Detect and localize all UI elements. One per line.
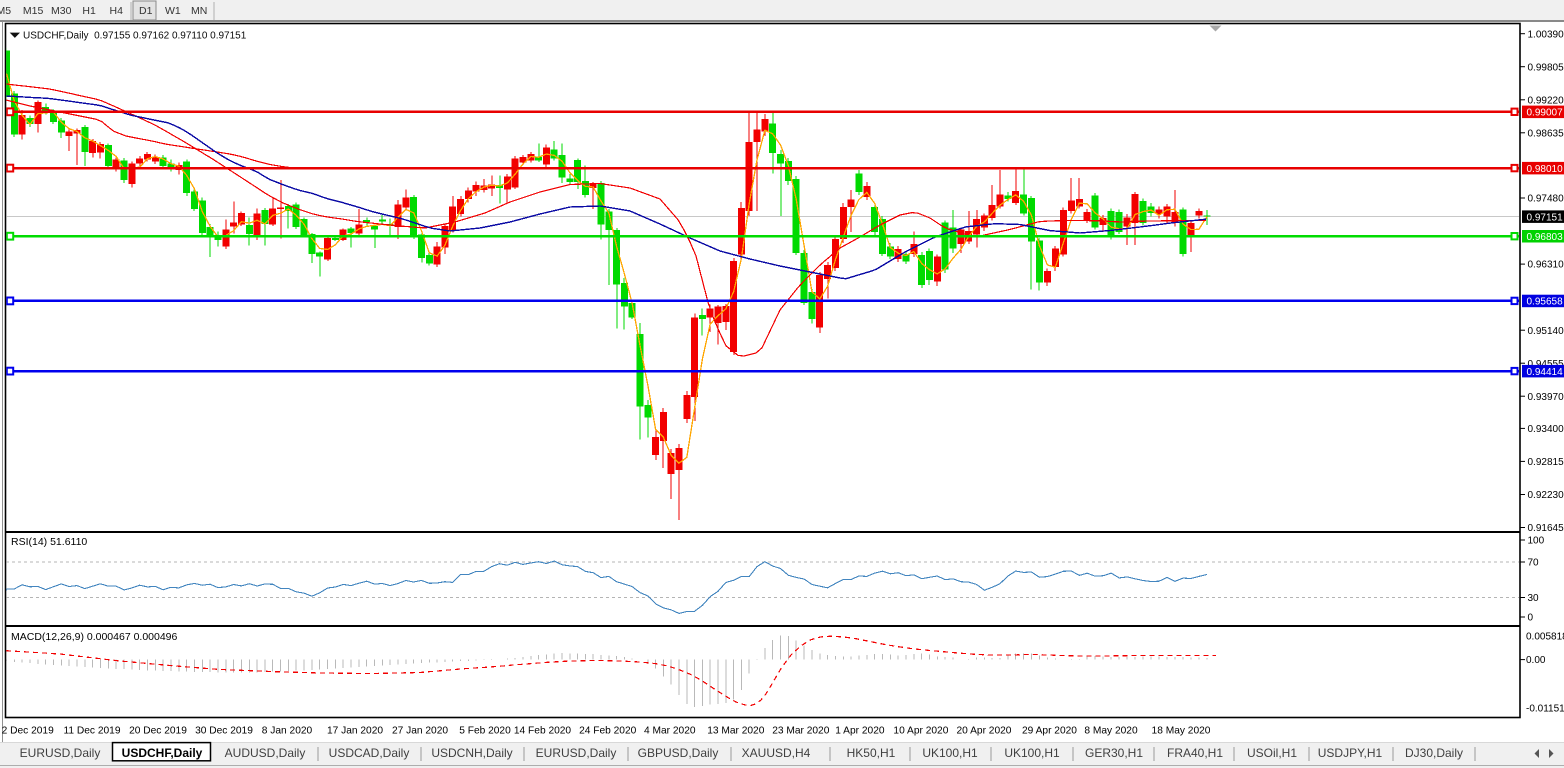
svg-text:0.95658: 0.95658 <box>1527 297 1564 308</box>
svg-text:XAUUSD,H4: XAUUSD,H4 <box>742 746 811 760</box>
svg-text:USDCHF,Daily: USDCHF,Daily <box>122 746 203 760</box>
svg-text:1 Apr 2020: 1 Apr 2020 <box>835 726 885 737</box>
svg-text:30 Dec 2019: 30 Dec 2019 <box>195 726 253 737</box>
svg-text:0.99805: 0.99805 <box>1528 62 1564 73</box>
svg-text:29 Apr 2020: 29 Apr 2020 <box>1022 726 1077 737</box>
svg-text:70: 70 <box>1528 558 1540 569</box>
svg-text:18 May 2020: 18 May 2020 <box>1152 726 1211 737</box>
svg-text:0.98010: 0.98010 <box>1527 164 1564 175</box>
svg-text:USDCHF,Daily 0.97155 0.97162: USDCHF,Daily 0.97155 0.97162 0.97110 0.9… <box>23 31 247 42</box>
svg-text:27 Jan 2020: 27 Jan 2020 <box>392 726 448 737</box>
svg-text:EURUSD,Daily: EURUSD,Daily <box>20 746 101 760</box>
svg-text:GBPUSD,Daily: GBPUSD,Daily <box>638 746 719 760</box>
svg-text:UK100,H1: UK100,H1 <box>922 746 978 760</box>
svg-text:0.97151: 0.97151 <box>1527 212 1564 223</box>
svg-text:11 Dec 2019: 11 Dec 2019 <box>63 726 120 737</box>
svg-text:EURUSD,Daily: EURUSD,Daily <box>536 746 617 760</box>
svg-text:UK100,H1: UK100,H1 <box>1004 746 1060 760</box>
svg-text:0.96310: 0.96310 <box>1528 260 1564 271</box>
svg-text:D1: D1 <box>139 5 153 17</box>
svg-text:H1: H1 <box>82 5 96 17</box>
svg-text:M30: M30 <box>51 5 72 17</box>
svg-text:0.92230: 0.92230 <box>1528 490 1564 501</box>
svg-text:USDJPY,H1: USDJPY,H1 <box>1318 746 1383 760</box>
svg-text:0.96803: 0.96803 <box>1527 232 1564 243</box>
svg-text:H4: H4 <box>110 5 124 17</box>
svg-text:100: 100 <box>1528 536 1545 547</box>
svg-text:-0.011514: -0.011514 <box>1526 704 1564 715</box>
svg-text:0.97480: 0.97480 <box>1528 194 1564 205</box>
svg-text:13 Mar 2020: 13 Mar 2020 <box>707 726 765 737</box>
svg-text:5 Feb 2020: 5 Feb 2020 <box>459 726 511 737</box>
svg-text:0.94555: 0.94555 <box>1528 359 1564 370</box>
svg-text:24 Feb 2020: 24 Feb 2020 <box>579 726 637 737</box>
svg-text:2 Dec 2019: 2 Dec 2019 <box>2 726 54 737</box>
svg-text:0.93970: 0.93970 <box>1528 392 1564 403</box>
svg-text:GER30,H1: GER30,H1 <box>1085 746 1143 760</box>
svg-text:0.005818: 0.005818 <box>1526 632 1564 643</box>
svg-text:10 Apr 2020: 10 Apr 2020 <box>893 726 948 737</box>
svg-text:DJ30,Daily: DJ30,Daily <box>1405 746 1463 760</box>
svg-text:1.00390: 1.00390 <box>1528 29 1564 40</box>
svg-text:0.98635: 0.98635 <box>1528 128 1564 139</box>
svg-text:0: 0 <box>1528 612 1534 623</box>
svg-text:M5: M5 <box>0 5 11 17</box>
svg-text:MACD(12,26,9) 0.000467 0.00049: MACD(12,26,9) 0.000467 0.000496 <box>11 631 178 643</box>
svg-text:8 May 2020: 8 May 2020 <box>1084 726 1138 737</box>
svg-text:17 Jan 2020: 17 Jan 2020 <box>327 726 383 737</box>
svg-text:MN: MN <box>191 5 207 17</box>
svg-text:23 Mar 2020: 23 Mar 2020 <box>772 726 830 737</box>
svg-text:0.93400: 0.93400 <box>1528 424 1564 435</box>
svg-text:4 Mar 2020: 4 Mar 2020 <box>644 726 696 737</box>
svg-text:AUDUSD,Daily: AUDUSD,Daily <box>225 746 306 760</box>
svg-text:USDCNH,Daily: USDCNH,Daily <box>431 746 512 760</box>
svg-text:14 Feb 2020: 14 Feb 2020 <box>514 726 572 737</box>
svg-text:RSI(14) 51.6110: RSI(14) 51.6110 <box>11 536 87 548</box>
svg-text:0.94414: 0.94414 <box>1527 367 1564 378</box>
svg-text:USDCAD,Daily: USDCAD,Daily <box>329 746 410 760</box>
svg-text:0.95140: 0.95140 <box>1528 326 1564 337</box>
svg-text:USOil,H1: USOil,H1 <box>1247 746 1297 760</box>
svg-text:M15: M15 <box>23 5 44 17</box>
svg-text:HK50,H1: HK50,H1 <box>847 746 896 760</box>
svg-text:0.00: 0.00 <box>1526 655 1546 666</box>
svg-text:30: 30 <box>1528 593 1540 604</box>
svg-text:20 Apr 2020: 20 Apr 2020 <box>957 726 1012 737</box>
svg-text:FRA40,H1: FRA40,H1 <box>1167 746 1223 760</box>
svg-text:0.91645: 0.91645 <box>1528 523 1564 534</box>
svg-text:0.99007: 0.99007 <box>1527 108 1564 119</box>
svg-text:0.99220: 0.99220 <box>1528 95 1564 106</box>
svg-text:20 Dec 2019: 20 Dec 2019 <box>129 726 187 737</box>
svg-text:W1: W1 <box>165 5 181 17</box>
svg-text:0.92815: 0.92815 <box>1528 457 1564 468</box>
svg-text:8 Jan 2020: 8 Jan 2020 <box>262 726 313 737</box>
